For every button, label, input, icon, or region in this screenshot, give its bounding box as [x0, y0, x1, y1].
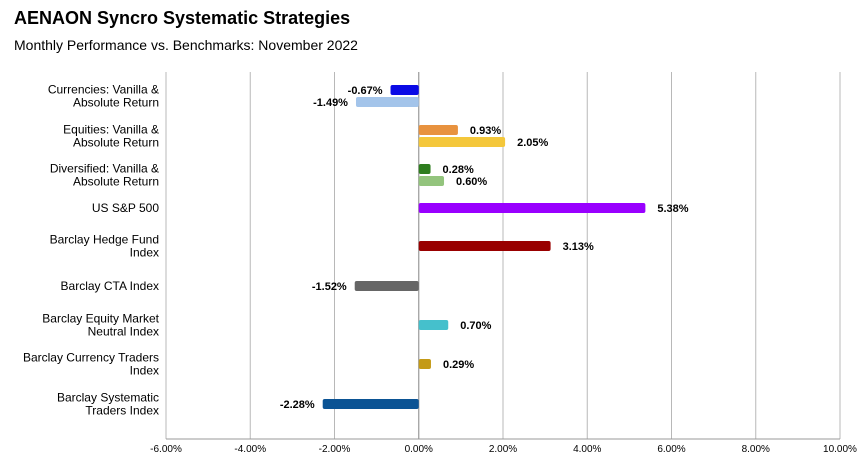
category-label: Diversified: Vanilla & [50, 162, 159, 176]
category-label: Equities: Vanilla & [63, 123, 159, 137]
category-label: Absolute Return [73, 136, 159, 150]
data-label: 0.29% [443, 359, 474, 371]
category-labels: Currencies: Vanilla &Absolute ReturnEqui… [23, 83, 160, 418]
data-label: 0.60% [456, 176, 487, 188]
x-tick-label: -4.00% [234, 444, 266, 455]
bar [418, 203, 646, 213]
category-label: Neutral Index [88, 325, 159, 339]
data-label: -2.28% [280, 399, 315, 411]
bar [418, 164, 431, 174]
data-label: 2.05% [517, 137, 548, 149]
x-axis-tick-labels: -6.00% -4.00% -2.00% 0.00% 2.00% 4.00% 6.00% 8.… [150, 444, 857, 455]
category-label: Absolute Return [73, 96, 159, 110]
category-label: Currencies: Vanilla & [48, 83, 159, 97]
bar [418, 176, 445, 186]
bar [418, 137, 506, 147]
category-label: US S&P 500 [92, 201, 159, 215]
x-tick-label: 8.00% [742, 444, 770, 455]
category-label: Barclay Systematic [57, 391, 159, 405]
category-label: Index [130, 246, 159, 260]
category-label: Barclay Hedge Fund [50, 233, 159, 247]
bar [418, 359, 431, 369]
data-label: 0.28% [443, 164, 474, 176]
bar [322, 399, 419, 409]
x-tick-label: 6.00% [657, 444, 685, 455]
data-label: 0.70% [460, 320, 491, 332]
category-label: Traders Index [85, 404, 159, 418]
data-label: -0.67% [348, 85, 383, 97]
bar [418, 241, 551, 251]
category-label: Barclay CTA Index [61, 279, 159, 293]
data-label: 3.13% [563, 241, 594, 253]
x-tick-label: 2.00% [489, 444, 517, 455]
category-label: Absolute Return [73, 175, 159, 189]
bar [354, 281, 419, 291]
bars [322, 85, 646, 409]
data-labels: -0.67%-1.49% 0.93% 2.05% 0.28%0.60% 5.38% 3.1… [280, 85, 689, 411]
x-tick-label: -2.00% [319, 444, 351, 455]
x-tick-label: 4.00% [573, 444, 601, 455]
data-label: 5.38% [657, 203, 688, 215]
chart-subtitle: Monthly Performance vs. Benchmarks: Nove… [14, 37, 358, 53]
x-tick-label: 0.00% [405, 444, 433, 455]
data-label: 0.93% [470, 125, 501, 137]
data-label: -1.52% [312, 281, 347, 293]
bar [418, 320, 449, 330]
gridlines [165, 72, 841, 440]
bar [355, 97, 419, 107]
data-label: -1.49% [313, 97, 348, 109]
category-label: Index [130, 364, 159, 378]
x-tick-label: -6.00% [150, 444, 182, 455]
category-label: Barclay Currency Traders [23, 351, 159, 365]
bar [418, 125, 458, 135]
x-tick-label: 10.00% [823, 444, 857, 455]
category-label: Barclay Equity Market [42, 312, 159, 326]
bar [390, 85, 419, 95]
chart-title: AENAON Syncro Systematic Strategies [14, 8, 351, 28]
